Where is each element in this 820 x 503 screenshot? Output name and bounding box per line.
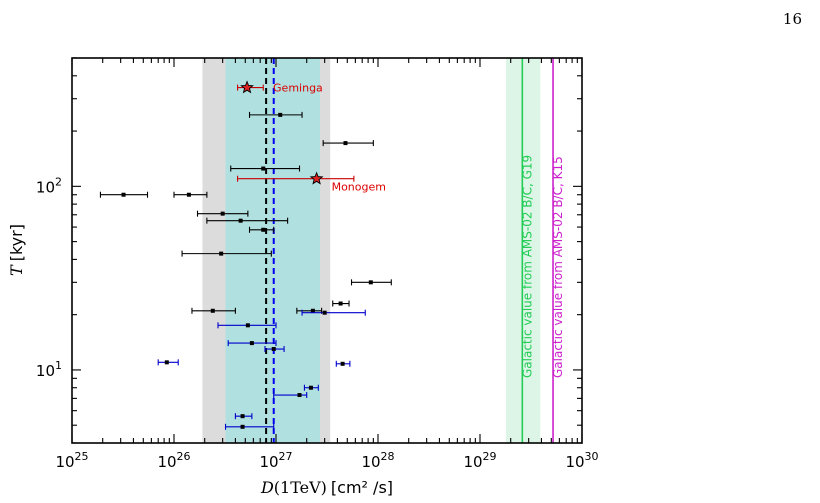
square-marker [238,218,243,223]
square-marker [308,385,313,390]
data-point: Monogem [237,171,386,194]
square-marker [164,360,169,365]
square-marker [121,192,126,197]
tick-labels-layer: 1025 1026 1027 1028 1029 1030 101 102 [36,175,599,471]
star-marker [240,80,254,94]
data-point [248,226,275,233]
data-point [230,165,301,172]
x-tick-label: 1027 [259,450,292,471]
data-point [206,217,289,224]
page-number: 16 [782,10,802,28]
data-point [196,210,249,217]
square-marker [240,424,245,429]
data-point [224,423,275,430]
data-point [181,250,272,257]
square-marker [220,211,225,216]
plot-frame [71,57,583,444]
square-marker [240,414,245,419]
data-point [234,413,253,420]
data-point [157,359,179,366]
data-point [191,307,236,314]
x-tick-label: 1026 [157,450,190,471]
data-point [322,140,374,147]
point-label-geminga: Geminga [273,82,323,95]
square-marker [245,323,250,328]
vline-label-k15-line: Galactic value from AMS-02 B/C, K15 [551,156,565,378]
data-point [264,346,285,353]
square-marker [261,227,266,232]
star-marker [309,171,324,185]
ticks-layer [71,57,583,444]
data-point [350,279,392,286]
point-label-monogem: Monogem [332,181,386,194]
data-point: Geminga [237,80,323,95]
band-ams-band [506,58,541,443]
points-layer: Geminga Monogem [99,80,392,430]
x-tick-label: 1030 [565,450,598,471]
square-marker [310,308,315,313]
square-marker [261,166,266,171]
x-tick-label: 1029 [463,450,496,471]
square-marker [249,341,254,346]
square-marker [219,251,224,256]
square-marker [340,361,345,366]
data-point [227,340,277,347]
square-marker [368,280,373,285]
data-point [303,384,319,391]
data-point [335,360,351,367]
x-tick-label: 1025 [55,450,88,471]
bands-layer [202,58,541,443]
square-marker [186,192,191,197]
data-point [332,300,350,307]
vline-label-g19-line: Galactic value from AMS-02 B/C, G19 [520,155,534,378]
square-marker [338,301,343,306]
data-point [217,322,277,329]
data-point [273,392,308,399]
x-axis-label: D(1TeV) [cm² /s] [260,478,393,497]
data-point [248,111,303,118]
data-point [301,309,366,316]
square-marker [322,310,327,315]
square-marker [210,308,215,313]
y-tick-label: 101 [36,359,62,380]
square-marker [271,347,276,352]
square-marker [343,141,348,146]
square-marker [278,112,283,117]
square-marker [297,393,302,398]
data-point [99,191,149,198]
y-tick-label: 102 [36,175,62,196]
vertical-lines-layer: Galactic value from AMS-02 B/C, G19 Galac… [265,58,565,443]
data-point [173,191,208,198]
x-tick-label: 1028 [361,450,394,471]
y-axis-label: T[kyr] [7,224,26,276]
